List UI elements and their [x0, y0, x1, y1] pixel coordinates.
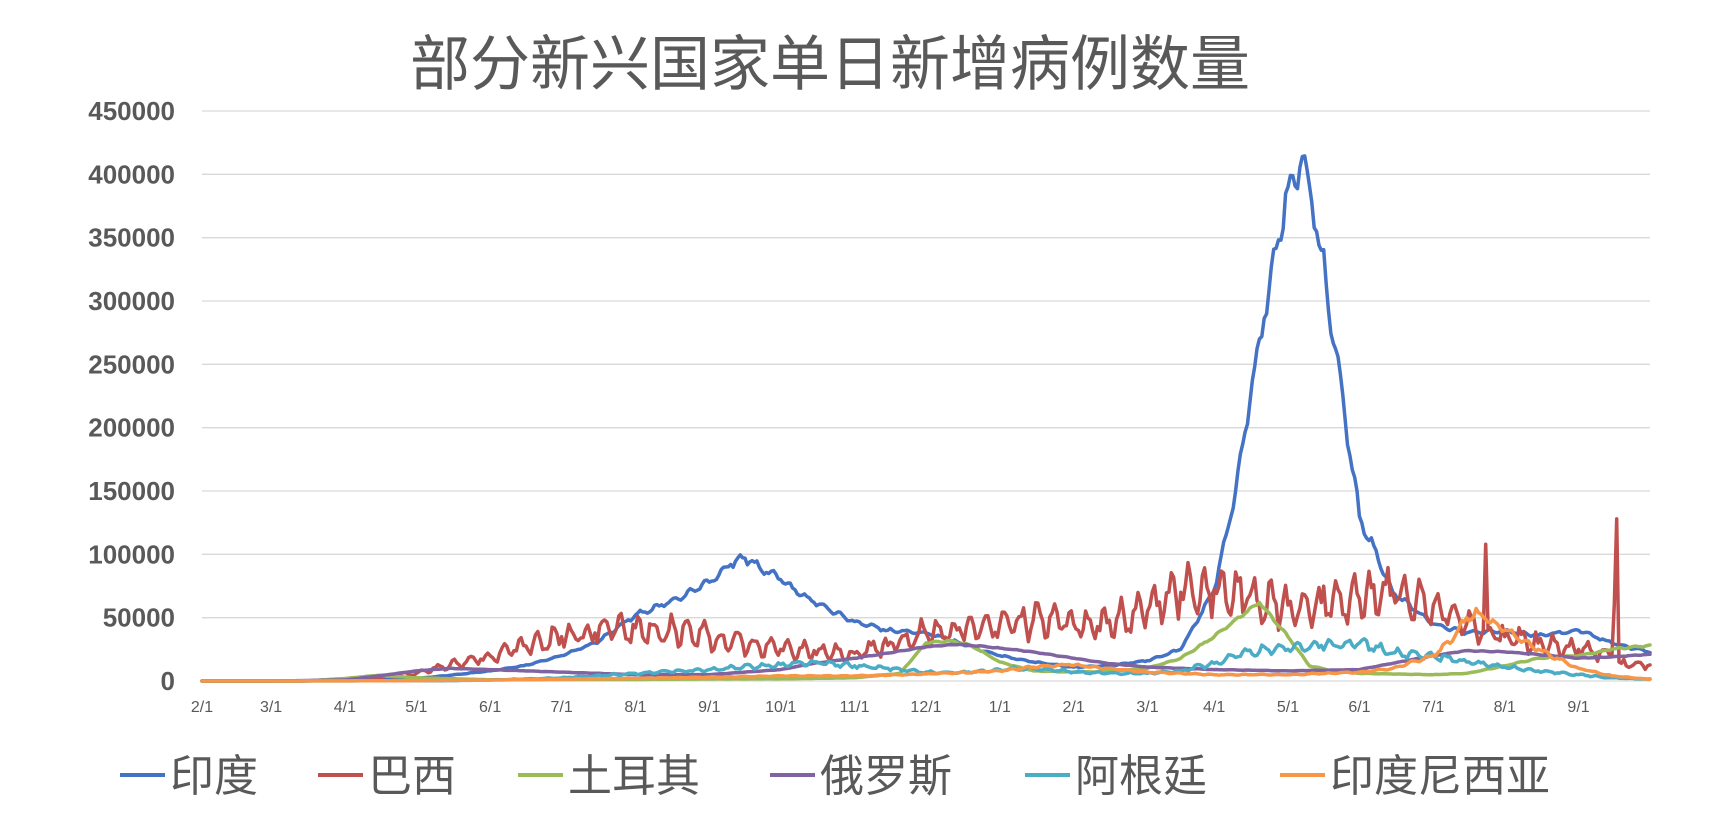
y-tick-label: 50000 — [103, 603, 175, 633]
y-tick-label: 250000 — [88, 349, 175, 379]
legend-label-4: 阿根廷 — [1075, 751, 1207, 802]
x-tick-label: 9/1 — [698, 699, 720, 716]
x-tick-label: 7/1 — [1422, 699, 1444, 716]
y-tick-label: 150000 — [88, 476, 175, 506]
chart-title: 部分新兴国家单日新增病例数量 — [410, 30, 1250, 100]
series-lines — [200, 154, 1652, 683]
legend-label-0: 印度 — [170, 751, 258, 802]
y-tick-label: 100000 — [88, 539, 175, 569]
series-line-2 — [200, 600, 1652, 683]
legend-label-2: 土耳其 — [568, 751, 700, 802]
x-tick-label: 5/1 — [1277, 699, 1299, 716]
x-tick-label: 1/1 — [989, 699, 1011, 716]
grid-lines — [202, 110, 1650, 682]
x-tick-label: 5/1 — [405, 699, 427, 716]
x-tick-label: 7/1 — [550, 699, 572, 716]
x-tick-label: 11/1 — [840, 699, 870, 716]
x-tick-label: 12/1 — [910, 699, 941, 716]
y-tick-label: 350000 — [88, 223, 175, 253]
legend-label-5: 印度尼西亚 — [1330, 751, 1550, 802]
x-tick-label: 2/1 — [191, 699, 213, 716]
x-tick-label: 6/1 — [479, 699, 501, 716]
x-axis-tick-labels: 2/1 3/1 4/1 5/1 6/1 7/1 8/1 9/1 10/1 11/1 12/1 1/1 2… — [191, 699, 1590, 716]
x-tick-label: 3/1 — [1136, 699, 1158, 716]
legend: 印度 巴西 土耳其 俄罗斯 阿根廷 印度尼西亚 — [120, 751, 1550, 802]
legend-label-3: 俄罗斯 — [820, 751, 952, 802]
x-tick-label: 6/1 — [1348, 699, 1370, 716]
x-tick-label: 8/1 — [1494, 699, 1516, 716]
x-tick-label: 4/1 — [334, 699, 356, 716]
y-tick-label: 450000 — [88, 96, 175, 126]
x-tick-label: 8/1 — [624, 699, 646, 716]
legend-label-1: 巴西 — [368, 751, 456, 802]
x-tick-label: 10/1 — [765, 699, 796, 716]
x-tick-label: 3/1 — [260, 699, 282, 716]
x-tick-label: 2/1 — [1063, 699, 1085, 716]
y-tick-label: 200000 — [88, 413, 175, 443]
x-tick-label: 9/1 — [1567, 699, 1589, 716]
y-tick-label: 400000 — [88, 159, 175, 189]
x-tick-label: 4/1 — [1203, 699, 1225, 716]
y-tick-label: 300000 — [88, 286, 175, 316]
y-axis-tick-labels: 0 50000 100000 150000 200000 250000 300000 3500… — [88, 96, 175, 696]
series-line-5 — [200, 606, 1652, 683]
y-tick-label: 0 — [161, 666, 175, 696]
